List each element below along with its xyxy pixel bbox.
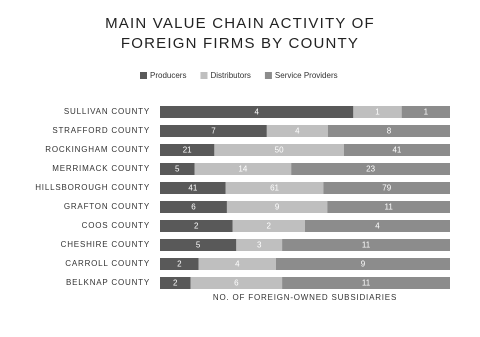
bar-segment <box>194 163 292 175</box>
y-tick-label: STRAFFORD COUNTY <box>52 126 150 135</box>
data-label: 2 <box>267 222 272 231</box>
data-label: 4 <box>295 127 300 136</box>
data-label: 11 <box>362 241 371 250</box>
bar-segment <box>291 163 450 175</box>
data-label: 2 <box>173 279 178 288</box>
data-label: 1 <box>424 108 429 117</box>
bar-segment <box>266 125 328 137</box>
bar-segment <box>160 182 226 194</box>
bar-segment <box>160 163 195 175</box>
data-label: 79 <box>382 184 391 193</box>
bar-segment <box>160 201 227 213</box>
bar-segment <box>160 106 354 118</box>
data-label: 9 <box>361 260 366 269</box>
bar-segment <box>323 182 450 194</box>
bar-segment <box>160 144 215 156</box>
data-label: 14 <box>238 165 247 174</box>
data-label: 4 <box>375 222 380 231</box>
legend-label: Distributors <box>210 71 250 80</box>
bar-segment <box>236 239 283 251</box>
bar-segment <box>160 125 267 137</box>
y-tick-label: CARROLL COUNTY <box>65 259 150 268</box>
data-label: 21 <box>183 146 192 155</box>
data-label: 5 <box>196 241 201 250</box>
bar-segment <box>343 144 450 156</box>
bar-segment <box>282 277 450 289</box>
legend-swatch <box>140 72 147 79</box>
bar-segment <box>198 258 276 270</box>
y-tick-label: BELKNAP COUNTY <box>66 278 150 287</box>
bar-segment <box>327 201 450 213</box>
bar-segment <box>190 277 283 289</box>
data-label: 9 <box>275 203 280 212</box>
chart-title: MAIN VALUE CHAIN ACTIVITY OF FOREIGN FIR… <box>105 15 375 52</box>
data-label: 6 <box>191 203 196 212</box>
bar-segment <box>232 220 305 232</box>
bar-segment <box>327 125 450 137</box>
legend-label: Service Providers <box>275 71 338 80</box>
x-axis-label: NO. OF FOREIGN-OWNED SUBSIDIARIES <box>213 293 397 302</box>
data-label: 11 <box>384 203 393 212</box>
y-tick-label: ROCKINGHAM COUNTY <box>45 145 150 154</box>
data-label: 7 <box>211 127 216 136</box>
y-tick-label: COOS COUNTY <box>82 221 150 230</box>
bar-segment <box>226 201 328 213</box>
bar-segment <box>160 258 199 270</box>
data-label: 4 <box>254 108 259 117</box>
legend-swatch <box>264 72 272 79</box>
bar-segment <box>214 144 344 156</box>
data-label: 41 <box>392 146 401 155</box>
bar-segment <box>160 220 233 232</box>
bar-segment <box>160 239 237 251</box>
bar-segment <box>160 277 191 289</box>
data-label: 61 <box>270 184 279 193</box>
y-tick-label: CHESHIRE COUNTY <box>61 240 150 249</box>
bar-segment <box>282 239 450 251</box>
data-label: 11 <box>362 279 371 288</box>
data-label: 50 <box>275 146 284 155</box>
data-label: 2 <box>194 222 199 231</box>
data-label: 2 <box>177 260 182 269</box>
data-label: 1 <box>375 108 380 117</box>
legend-swatch <box>200 72 208 79</box>
y-tick-label: GRAFTON COUNTY <box>64 202 150 211</box>
data-label: 6 <box>234 279 239 288</box>
data-label: 5 <box>175 165 180 174</box>
bar-segment <box>401 106 450 118</box>
bar-segment <box>353 106 402 118</box>
y-tick-label: MERRIMACK COUNTY <box>52 164 150 173</box>
legend-label: Producers <box>150 71 186 80</box>
bar-segment <box>225 182 324 194</box>
data-label: 8 <box>387 127 392 136</box>
y-tick-label: HILLSBOROUGH COUNTY <box>35 183 150 192</box>
data-label: 23 <box>366 165 375 174</box>
data-label: 4 <box>235 260 240 269</box>
data-label: 3 <box>257 241 262 250</box>
y-tick-label: SULLIVAN COUNTY <box>64 107 150 116</box>
bar-segment <box>276 258 450 270</box>
data-label: 41 <box>188 184 197 193</box>
bar-segment <box>305 220 450 232</box>
